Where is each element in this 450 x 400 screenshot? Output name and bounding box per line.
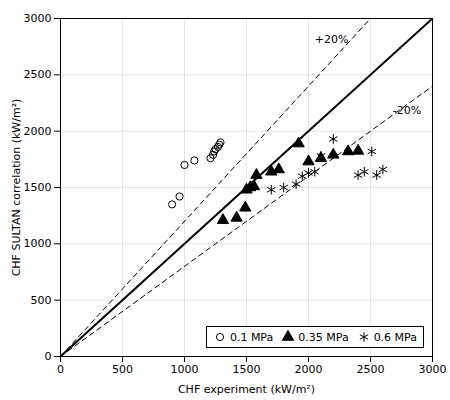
svg-text:2500: 2500 bbox=[24, 68, 52, 81]
svg-text:+20%: +20% bbox=[315, 33, 349, 46]
svg-text:0: 0 bbox=[45, 350, 52, 363]
svg-text:1000: 1000 bbox=[171, 363, 199, 376]
svg-text:1000: 1000 bbox=[24, 237, 52, 250]
svg-text:2000: 2000 bbox=[295, 363, 323, 376]
svg-text:2000: 2000 bbox=[24, 125, 52, 138]
svg-text:500: 500 bbox=[31, 294, 52, 307]
svg-text:1500: 1500 bbox=[24, 181, 52, 194]
svg-text:CHF experiment (kW/m²): CHF experiment (kW/m²) bbox=[178, 383, 315, 396]
svg-text:0: 0 bbox=[57, 363, 64, 376]
svg-text:3000: 3000 bbox=[419, 363, 447, 376]
html-text:0.35 MPa: 0.35 MPa bbox=[298, 330, 349, 344]
svg-text:1500: 1500 bbox=[233, 363, 261, 376]
svg-text:500: 500 bbox=[112, 363, 133, 376]
svg-text:-20%: -20% bbox=[393, 104, 421, 117]
svg-text:2500: 2500 bbox=[357, 363, 385, 376]
svg-text:CHF SULTAN correlation (kW/m²): CHF SULTAN correlation (kW/m²) bbox=[10, 99, 23, 277]
html-text:0.1 MPa: 0.1 MPa bbox=[229, 330, 274, 344]
html-text:0.6 MPa: 0.6 MPa bbox=[373, 330, 417, 344]
svg-text:3000: 3000 bbox=[24, 12, 52, 25]
